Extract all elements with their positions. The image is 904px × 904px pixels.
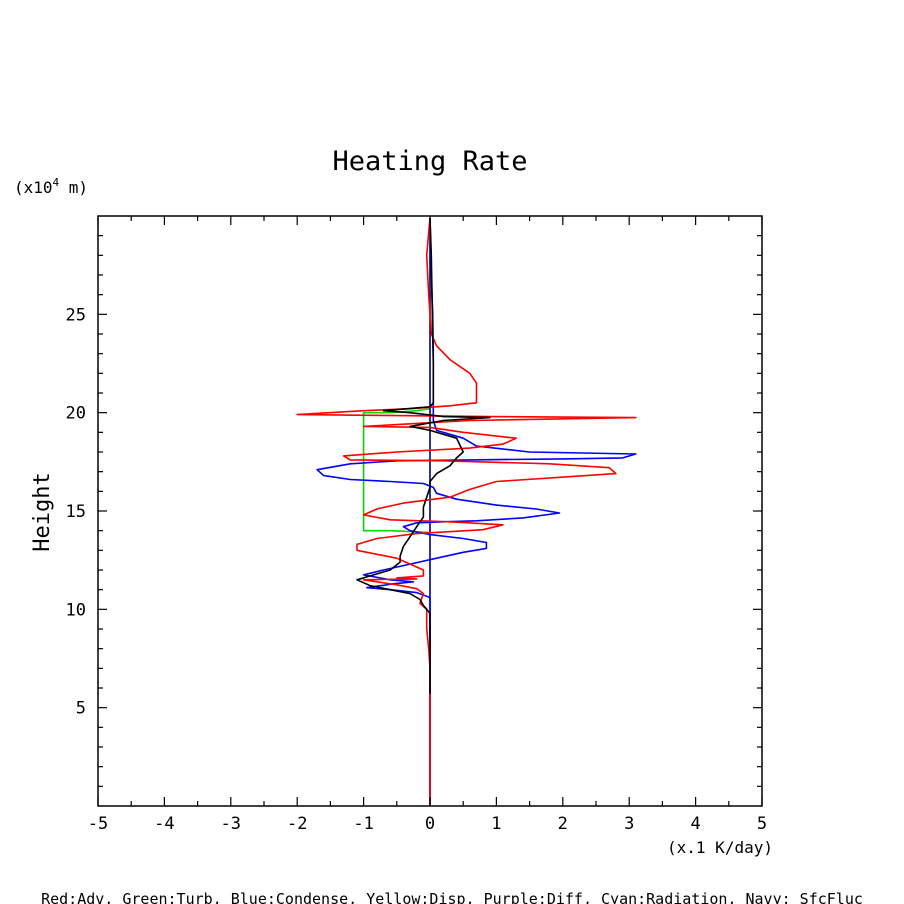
x-tick-label: 4	[690, 814, 700, 834]
legend-text: Red:Adv, Green:Turb, Blue:Condense, Yell…	[41, 890, 863, 904]
x-tick-label: 1	[491, 814, 501, 834]
x-tick-label: 0	[425, 814, 435, 834]
y-unit-superscript: 4	[53, 176, 60, 189]
x-tick-labels: -5 -4 -3 -2 -1 0 1 2 3 4 5	[88, 814, 767, 834]
series-line-total	[356, 217, 491, 694]
y-axis-label: Height	[30, 472, 55, 551]
x-tick-label: -4	[154, 814, 174, 834]
x-tick-label: 2	[558, 814, 568, 834]
x-tick-label: -2	[287, 814, 307, 834]
x-tick-label: -1	[353, 814, 373, 834]
series-line-condense	[316, 217, 637, 806]
y-tick-labels: 5 10 15 20 25	[66, 305, 86, 718]
y-tick-label: 15	[66, 502, 86, 522]
y-tick-label: 20	[66, 404, 86, 424]
axis-ticks	[97, 216, 763, 806]
x-tick-label: 3	[624, 814, 634, 834]
x-tick-label: 5	[757, 814, 767, 834]
x-axis-label: (x.1 K/day)	[667, 838, 773, 857]
series-layer	[296, 217, 637, 806]
series-line-adv	[296, 217, 637, 806]
y-tick-label: 10	[66, 600, 86, 620]
y-unit-prefix: (x10	[14, 178, 53, 197]
y-unit-label: (x104 m)	[14, 176, 88, 197]
x-tick-label: -5	[88, 814, 108, 834]
x-tick-label: -3	[221, 814, 241, 834]
series-line-turb	[362, 407, 431, 534]
chart-title: Heating Rate	[332, 146, 527, 177]
y-unit-suffix: m)	[59, 178, 88, 197]
y-tick-label: 5	[76, 699, 86, 719]
y-tick-label: 25	[66, 305, 86, 325]
